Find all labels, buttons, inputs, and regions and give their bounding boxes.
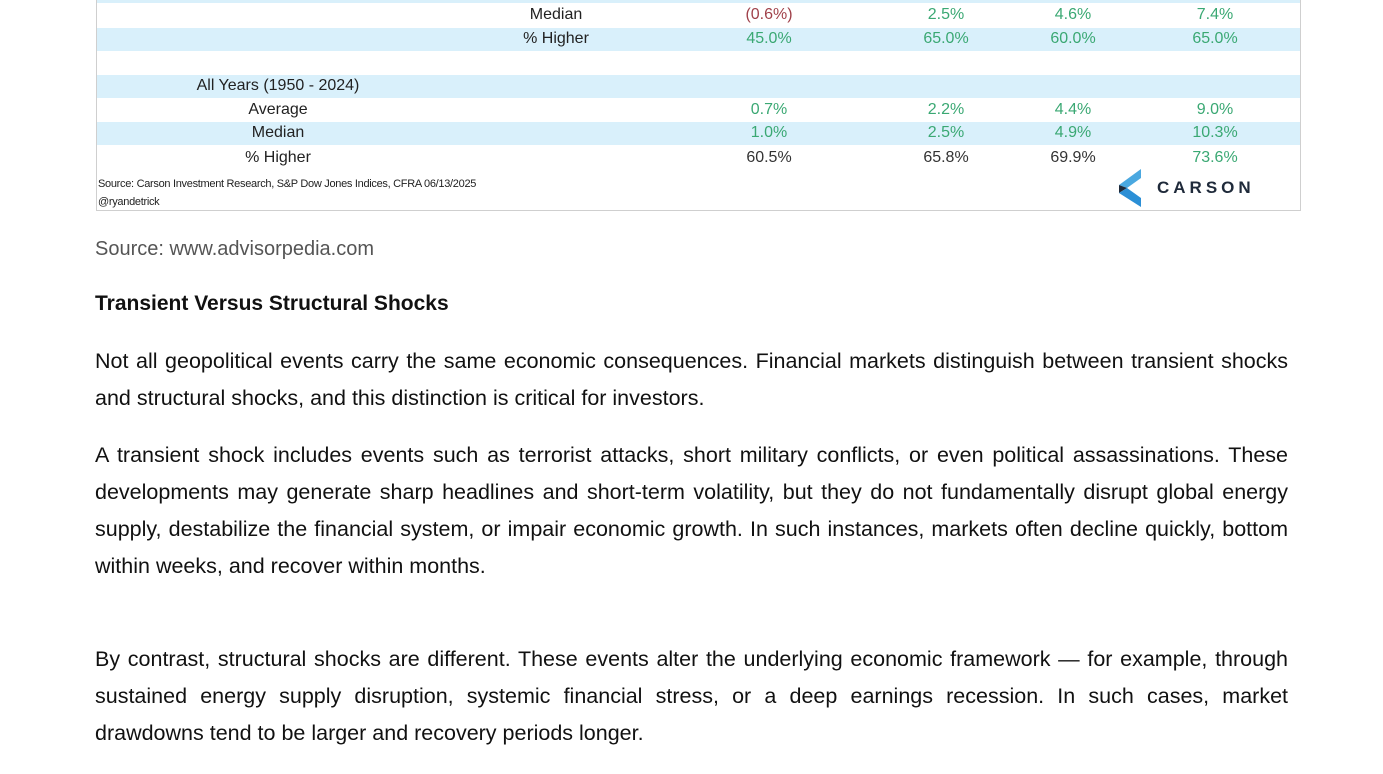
cell: 60.5% [746, 149, 792, 166]
cell: 2.5% [927, 6, 965, 23]
section-heading: Transient Versus Structural Shocks [95, 292, 449, 315]
cell: 4.4% [1054, 101, 1092, 118]
cell: 4.6% [1054, 6, 1092, 23]
row-label: % Higher [245, 149, 311, 166]
cell: 0.7% [750, 101, 788, 118]
carson-logo: CARSON [1119, 169, 1255, 207]
cell: 2.2% [927, 101, 965, 118]
row-label: % Higher [523, 30, 589, 47]
table-group-row: All Years (1950 - 2024) [97, 75, 1300, 98]
row-label: Median [529, 6, 583, 23]
cell: 2.5% [927, 124, 965, 141]
table-source: Source: Carson Investment Research, S&P … [98, 178, 477, 190]
table-row: Median 1.0% 2.5% 4.9% 10.3% [97, 122, 1300, 145]
cell: 9.0% [1196, 101, 1234, 118]
group-label: All Years (1950 - 2024) [196, 77, 360, 94]
carson-chevron-icon [1119, 169, 1141, 207]
table-row: % Higher 45.0% 65.0% 60.0% 65.0% [97, 28, 1300, 51]
cell: (0.6%) [745, 6, 793, 23]
cell: 45.0% [746, 30, 792, 47]
cell: 60.0% [1050, 30, 1096, 47]
paragraph: A transient shock includes events such a… [95, 443, 1288, 578]
table-handle: @ryandetrick [98, 196, 160, 208]
row-label: Average [248, 101, 308, 118]
cell: 7.4% [1196, 6, 1234, 23]
table-row: % Higher 60.5% 65.8% 69.9% 73.6% [97, 147, 1300, 170]
cell: 69.9% [1050, 149, 1096, 166]
image-source-caption: Source: www.advisorpedia.com [95, 238, 375, 260]
row-label: Median [251, 124, 305, 141]
returns-table-image: Median (0.6%) 2.5% 4.6% 7.4% % Higher 45… [96, 0, 1301, 211]
table-row: Average 0.7% 2.2% 4.4% 9.0% [97, 99, 1300, 122]
table-row-cut [97, 0, 1300, 3]
paragraph: Not all geopolitical events carry the sa… [95, 349, 1288, 410]
paragraph: By contrast, structural shocks are diffe… [95, 647, 1288, 745]
cell: 65.8% [923, 149, 969, 166]
table-row: Median (0.6%) 2.5% 4.6% 7.4% [97, 4, 1300, 27]
cell: 73.6% [1192, 149, 1238, 166]
cell: 4.9% [1054, 124, 1092, 141]
cell: 65.0% [1192, 30, 1238, 47]
cell: 10.3% [1192, 124, 1238, 141]
carson-wordmark: CARSON [1157, 178, 1255, 197]
cell: 1.0% [750, 124, 788, 141]
cell: 65.0% [923, 30, 969, 47]
